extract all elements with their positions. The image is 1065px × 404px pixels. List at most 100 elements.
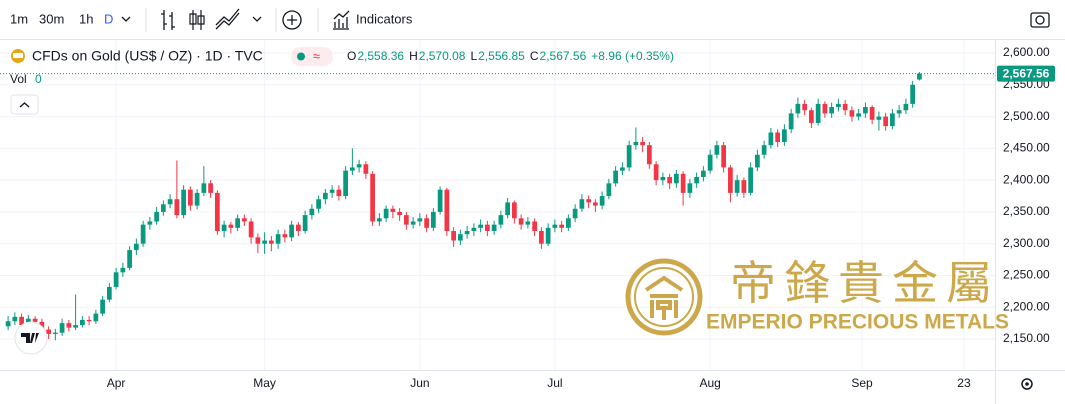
candle-body (788, 113, 794, 130)
candle-body (593, 202, 598, 206)
candle-body (309, 208, 315, 216)
candle-body (856, 113, 862, 117)
indicators-button[interactable]: Indicators (356, 11, 413, 26)
candle-body (896, 110, 902, 114)
candle-body (147, 221, 153, 225)
candle-body (667, 176, 672, 184)
candle-body (12, 316, 18, 322)
candle-body (336, 189, 342, 197)
interval-button[interactable]: 30m (39, 11, 64, 26)
candle-body (559, 224, 564, 228)
candle-body (93, 313, 99, 322)
candle-body (498, 215, 504, 225)
tv-logo-mark (21, 333, 39, 343)
collapse-icon (19, 102, 30, 108)
candle-body (208, 183, 213, 193)
watermark: 帝鋒貴金屬 EMPERIO PRECIOUS METALS (625, 256, 1009, 336)
candle-body (404, 215, 409, 225)
candle-body (680, 173, 686, 193)
candle-body (302, 215, 308, 231)
candle-body (545, 227, 551, 244)
candle-body (755, 154, 760, 168)
candle-body (741, 180, 747, 193)
candle-body (282, 234, 288, 238)
x-tick-label: Jul (547, 376, 562, 390)
last-price-tag (997, 65, 1055, 82)
candle-body (822, 103, 828, 114)
candle-body (187, 189, 193, 206)
candle-body (552, 224, 558, 228)
last-price-label: 2,567.56 (1003, 66, 1050, 80)
candle-body (269, 240, 274, 244)
status-badge[interactable] (291, 47, 333, 66)
candle-body (721, 145, 726, 168)
y-tick-label: 2,150.00 (1003, 331, 1050, 345)
candle-body (761, 145, 767, 155)
candle-body (140, 224, 146, 244)
watermark-english: EMPERIO PRECIOUS METALS (706, 311, 1009, 334)
candle-body (417, 218, 423, 222)
screenshot-button[interactable] (1030, 12, 1050, 28)
toolbar: 1m 30m 1h D Indicators (0, 8, 1065, 40)
candle-body (606, 183, 612, 197)
compare-button[interactable] (282, 10, 302, 30)
candle-body (782, 129, 787, 143)
ohlc-value: 2,556.85 (478, 49, 525, 63)
candle-body (133, 243, 139, 251)
candle-body (579, 199, 585, 209)
candle-body (485, 224, 490, 231)
candle-body (296, 224, 301, 231)
indicators-icon[interactable] (333, 10, 350, 30)
candle-body (106, 286, 112, 300)
x-tick-label: Sep (851, 376, 873, 390)
candle-body (323, 192, 328, 200)
collapse-button[interactable] (10, 94, 39, 115)
candle-body (73, 325, 78, 328)
x-tick-label: 23 (957, 376, 971, 390)
candle-body (52, 332, 58, 334)
dropdown-icon[interactable] (121, 16, 131, 22)
symbol-title: CFDs on Gold (US$ / OZ) · 1D · TVC (32, 48, 263, 64)
candle-body (539, 230, 544, 244)
candle-body (701, 170, 706, 177)
candle-body (221, 224, 227, 231)
interval-button[interactable]: 1m (10, 11, 28, 26)
interval-button[interactable]: D (104, 11, 113, 26)
candle-body (491, 224, 497, 231)
logo-ring (634, 267, 694, 327)
bars-icon[interactable] (161, 10, 175, 30)
candle-body (356, 164, 362, 168)
candle-body (174, 199, 180, 216)
candle-body (424, 218, 429, 228)
area-icon[interactable] (215, 8, 240, 30)
candles-icon[interactable] (189, 10, 205, 30)
candle-body (728, 167, 733, 193)
logo-symbol (644, 275, 684, 320)
candle-body (66, 323, 72, 328)
candle-body (390, 208, 396, 212)
y-tick-label: 2,500.00 (1003, 109, 1050, 123)
ohlc-value: 2,558.36 (357, 49, 404, 63)
candle-body (653, 164, 659, 181)
y-tick-label: 2,600.00 (1003, 45, 1050, 59)
ohlc-label: O (347, 49, 356, 63)
candle-body (815, 103, 821, 123)
candle-body (883, 116, 889, 127)
candle-body (512, 202, 517, 219)
candle-body (248, 221, 254, 238)
dropdown-icon[interactable] (252, 16, 262, 22)
settings-button[interactable] (1021, 378, 1033, 390)
interval-button[interactable]: 1h (79, 11, 93, 26)
candle-body (626, 145, 632, 168)
candle-body (748, 167, 754, 193)
candle-body (160, 204, 166, 212)
candle-body (525, 221, 531, 225)
candle-body (876, 116, 882, 120)
volume-label: Vol (10, 72, 27, 86)
candle-body (505, 202, 510, 216)
candle-body (586, 199, 591, 203)
candle-body (262, 240, 267, 244)
ohlc-label: C (530, 49, 539, 63)
candle-body (383, 208, 389, 219)
